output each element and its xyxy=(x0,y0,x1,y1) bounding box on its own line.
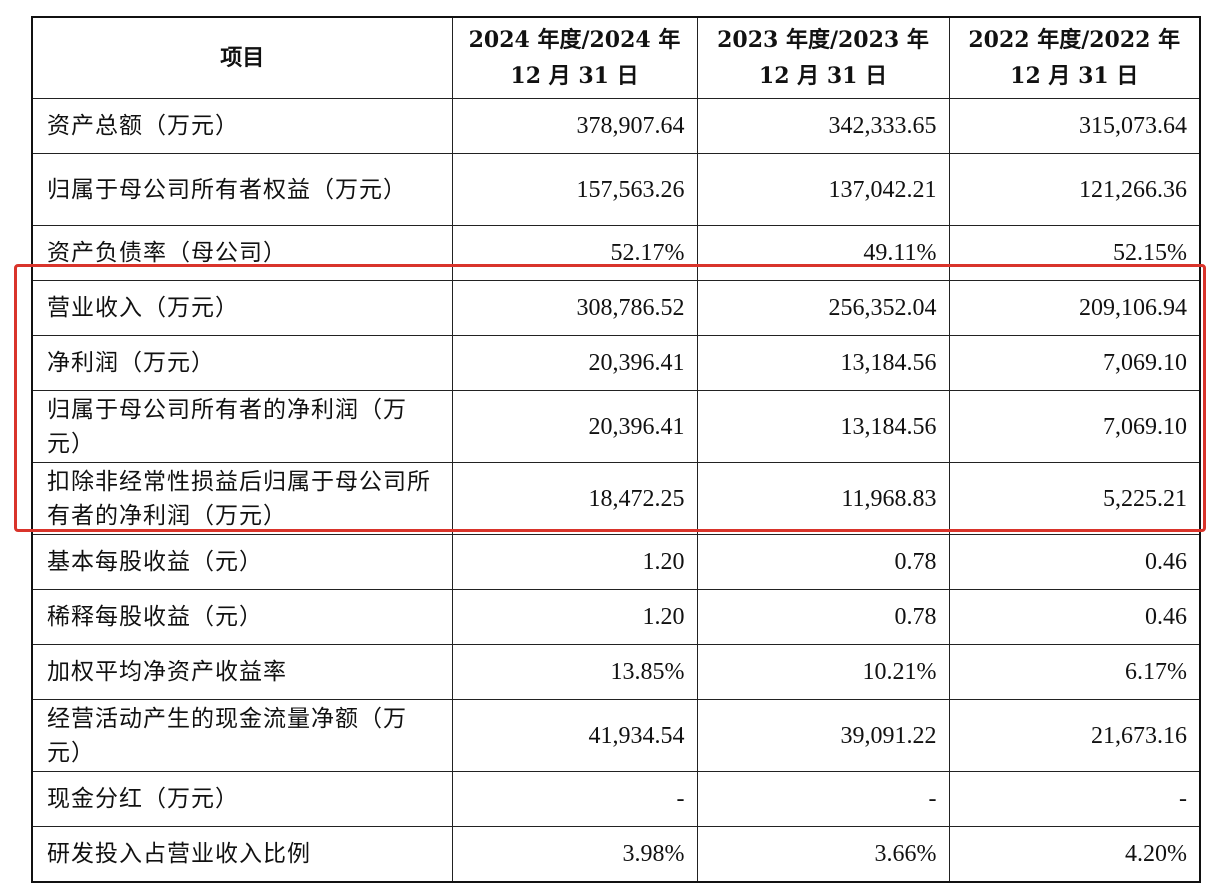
table-row: 扣除非经常性损益后归属于母公司所有者的净利润（万元） 18,472.25 11,… xyxy=(31,462,1201,535)
cell-2024: 308,786.52 xyxy=(451,280,698,336)
cell-2023: 13,184.56 xyxy=(696,390,950,463)
cell-2023: 256,352.04 xyxy=(696,280,950,336)
cell-2024: 1.20 xyxy=(451,589,698,645)
table-row: 归属于母公司所有者的净利润（万元） 20,396.41 13,184.56 7,… xyxy=(31,390,1201,463)
cell-2024: 41,934.54 xyxy=(451,699,698,772)
cell-2024: - xyxy=(451,771,698,827)
table-row: 净利润（万元） 20,396.41 13,184.56 7,069.10 xyxy=(31,335,1201,391)
cell-2024: 52.17% xyxy=(451,225,698,281)
cell-2022: 52.15% xyxy=(948,225,1201,281)
cell-2024: 13.85% xyxy=(451,644,698,700)
row-label: 归属于母公司所有者的净利润（万元） xyxy=(31,390,453,463)
table-row: 加权平均净资产收益率 13.85% 10.21% 6.17% xyxy=(31,644,1201,700)
cell-2022: 6.17% xyxy=(948,644,1201,700)
header-2022: 2022 年度/2022 年 12 月 31 日 xyxy=(948,16,1201,99)
row-label: 现金分红（万元） xyxy=(31,771,453,827)
table-row: 基本每股收益（元） 1.20 0.78 0.46 xyxy=(31,534,1201,590)
row-label: 归属于母公司所有者权益（万元） xyxy=(31,153,453,226)
cell-2023: 11,968.83 xyxy=(696,462,950,535)
row-label: 稀释每股收益（元） xyxy=(31,589,453,645)
cell-2022: 7,069.10 xyxy=(948,335,1201,391)
table-row: 现金分红（万元） - - - xyxy=(31,771,1201,827)
cell-2023: 49.11% xyxy=(696,225,950,281)
cell-2022: 0.46 xyxy=(948,534,1201,590)
cell-2023: 3.66% xyxy=(696,826,950,882)
table-row: 研发投入占营业收入比例 3.98% 3.66% 4.20% xyxy=(31,826,1201,882)
financial-summary-table: 项目 2024 年度/2024 年 12 月 31 日 2023 年度/2023… xyxy=(31,16,1201,883)
table-row: 营业收入（万元） 308,786.52 256,352.04 209,106.9… xyxy=(31,280,1201,336)
cell-2022: 21,673.16 xyxy=(948,699,1201,772)
table-row: 稀释每股收益（元） 1.20 0.78 0.46 xyxy=(31,589,1201,645)
cell-2022: 7,069.10 xyxy=(948,390,1201,463)
table-row: 归属于母公司所有者权益（万元） 157,563.26 137,042.21 12… xyxy=(31,153,1201,226)
row-label: 经营活动产生的现金流量净额（万元） xyxy=(31,699,453,772)
row-label: 净利润（万元） xyxy=(31,335,453,391)
cell-2023: 13,184.56 xyxy=(696,335,950,391)
cell-2022: 315,073.64 xyxy=(948,98,1201,154)
row-label: 研发投入占营业收入比例 xyxy=(31,826,453,882)
cell-2022: 4.20% xyxy=(948,826,1201,882)
row-label: 扣除非经常性损益后归属于母公司所有者的净利润（万元） xyxy=(31,462,453,535)
cell-2023: 0.78 xyxy=(696,534,950,590)
cell-2022: 209,106.94 xyxy=(948,280,1201,336)
table-row: 经营活动产生的现金流量净额（万元） 41,934.54 39,091.22 21… xyxy=(31,699,1201,772)
cell-2024: 18,472.25 xyxy=(451,462,698,535)
table-row: 资产负债率（母公司） 52.17% 49.11% 52.15% xyxy=(31,225,1201,281)
cell-2022: 5,225.21 xyxy=(948,462,1201,535)
cell-2022: 121,266.36 xyxy=(948,153,1201,226)
cell-2024: 157,563.26 xyxy=(451,153,698,226)
cell-2023: - xyxy=(696,771,950,827)
row-label: 资产负债率（母公司） xyxy=(31,225,453,281)
cell-2022: 0.46 xyxy=(948,589,1201,645)
row-label: 加权平均净资产收益率 xyxy=(31,644,453,700)
cell-2023: 137,042.21 xyxy=(696,153,950,226)
header-2024: 2024 年度/2024 年 12 月 31 日 xyxy=(451,16,698,99)
row-label: 营业收入（万元） xyxy=(31,280,453,336)
cell-2022: - xyxy=(948,771,1201,827)
cell-2024: 3.98% xyxy=(451,826,698,882)
row-label: 基本每股收益（元） xyxy=(31,534,453,590)
cell-2023: 39,091.22 xyxy=(696,699,950,772)
row-label: 资产总额（万元） xyxy=(31,98,453,154)
cell-2024: 1.20 xyxy=(451,534,698,590)
cell-2023: 342,333.65 xyxy=(696,98,950,154)
cell-2023: 10.21% xyxy=(696,644,950,700)
table-row: 资产总额（万元） 378,907.64 342,333.65 315,073.6… xyxy=(31,98,1201,154)
table-header-row: 项目 2024 年度/2024 年 12 月 31 日 2023 年度/2023… xyxy=(31,16,1201,99)
cell-2024: 20,396.41 xyxy=(451,335,698,391)
header-item: 项目 xyxy=(31,16,453,99)
cell-2024: 20,396.41 xyxy=(451,390,698,463)
header-2023: 2023 年度/2023 年 12 月 31 日 xyxy=(696,16,950,99)
cell-2023: 0.78 xyxy=(696,589,950,645)
cell-2024: 378,907.64 xyxy=(451,98,698,154)
